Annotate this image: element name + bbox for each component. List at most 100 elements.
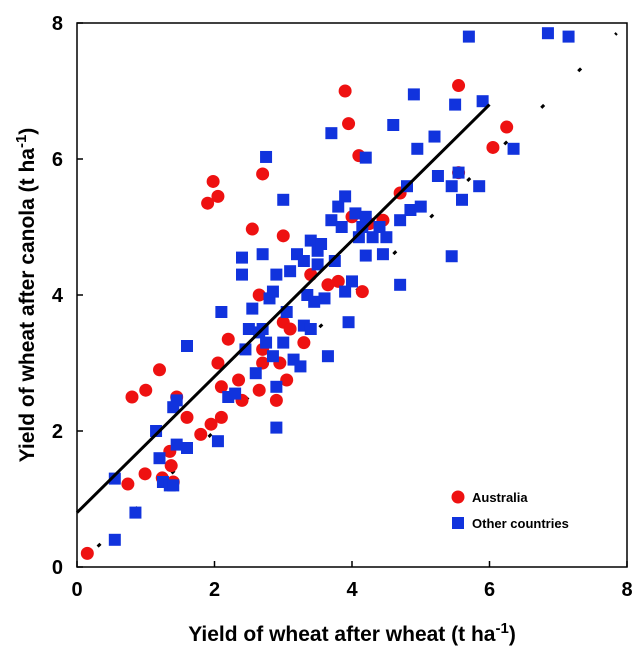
point [277, 193, 290, 206]
point [462, 30, 475, 43]
y-tick-label: 4 [52, 285, 64, 307]
point [328, 255, 341, 267]
point [125, 390, 139, 404]
point [411, 142, 424, 155]
point [139, 383, 153, 397]
point [194, 427, 208, 441]
point [311, 258, 324, 271]
point [311, 244, 324, 257]
point [373, 221, 386, 233]
point [359, 151, 372, 164]
point [325, 127, 338, 140]
y-axis-label-suffix: ) [16, 128, 39, 135]
point [280, 373, 294, 387]
point [335, 221, 348, 233]
point [170, 438, 183, 451]
point [339, 190, 352, 203]
point [164, 459, 178, 473]
point [325, 214, 338, 227]
point [211, 189, 225, 203]
point [270, 380, 283, 393]
point [211, 435, 224, 448]
point [428, 130, 441, 143]
point [277, 336, 290, 349]
point [283, 322, 297, 336]
point [129, 506, 142, 519]
point [359, 210, 372, 223]
point [260, 150, 273, 163]
point [239, 343, 252, 356]
point [180, 410, 194, 424]
point [256, 356, 270, 370]
point [331, 274, 345, 288]
point [407, 88, 420, 101]
point [445, 250, 458, 263]
point [236, 251, 248, 264]
point [242, 323, 255, 335]
point [346, 275, 358, 288]
point [338, 84, 352, 98]
point [221, 332, 235, 346]
fit-line [75, 103, 491, 514]
point [342, 117, 356, 131]
point [206, 174, 220, 188]
point [414, 200, 427, 213]
x-axis-label-text: Yield of wheat after wheat (t ha [188, 623, 496, 646]
point [394, 214, 407, 227]
y-tick-label: 2 [52, 421, 63, 443]
y-tick-label: 0 [52, 557, 63, 579]
point [269, 393, 283, 407]
point [332, 200, 345, 213]
point [80, 546, 94, 560]
point [256, 248, 269, 261]
point [256, 167, 270, 181]
point [276, 229, 290, 243]
point [170, 394, 183, 407]
point [394, 278, 407, 291]
point [108, 472, 121, 485]
point [266, 285, 279, 298]
point [349, 207, 362, 220]
point [500, 120, 514, 134]
point [214, 410, 228, 424]
point [318, 292, 331, 305]
point [266, 350, 279, 363]
y-tick-label: 6 [52, 149, 63, 171]
y-axis-label: Yield of wheat after canola (t ha-1) [13, 128, 39, 463]
point [167, 479, 180, 492]
point [476, 95, 489, 108]
point [284, 265, 297, 278]
point [204, 417, 218, 431]
x-tick-label: 2 [209, 579, 220, 601]
point [150, 425, 163, 437]
point [541, 27, 554, 40]
point [229, 387, 242, 400]
legend-label: Australia [472, 490, 528, 505]
x-tick-label: 6 [484, 579, 495, 601]
point [359, 249, 372, 262]
point [387, 119, 400, 131]
point [294, 360, 307, 373]
y-tick-label: 8 [52, 13, 63, 35]
point [304, 323, 317, 335]
point [246, 302, 259, 315]
point [297, 255, 310, 267]
point [201, 196, 215, 210]
point [245, 222, 259, 236]
point [121, 477, 135, 491]
legend-marker [452, 517, 464, 529]
point [214, 380, 228, 394]
point [507, 142, 520, 155]
point [321, 278, 335, 292]
point [308, 295, 321, 308]
point [260, 336, 273, 349]
point [339, 285, 352, 298]
point [380, 231, 393, 244]
point [153, 452, 166, 465]
x-tick-label: 4 [346, 579, 358, 601]
point [236, 268, 248, 281]
point [153, 363, 166, 377]
point [211, 356, 225, 370]
x-tick-label: 8 [621, 579, 632, 601]
point [452, 79, 466, 93]
